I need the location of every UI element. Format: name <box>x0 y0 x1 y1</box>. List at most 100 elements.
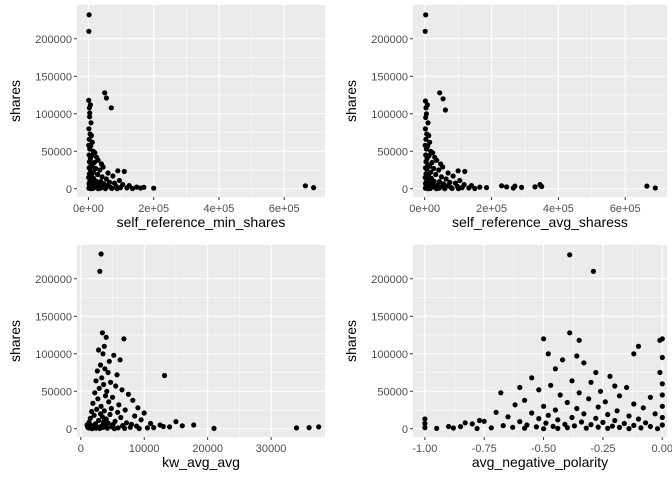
data-point <box>311 185 317 191</box>
data-point <box>87 114 93 120</box>
data-point <box>552 407 559 413</box>
data-point <box>88 132 94 139</box>
data-point <box>581 411 587 417</box>
data-point <box>595 424 601 430</box>
panel-top-right: 0e+00 2e+05 4e+05 6e+05 0 50000 100000 150000 20… <box>343 5 667 230</box>
data-point <box>141 410 147 416</box>
data-point <box>605 425 611 431</box>
data-point <box>607 373 613 379</box>
data-point <box>422 28 428 34</box>
data-point <box>115 168 121 174</box>
data-point <box>576 337 582 343</box>
data-point <box>659 336 665 342</box>
data-point <box>96 347 102 353</box>
data-point <box>103 334 109 340</box>
data-point <box>316 424 322 430</box>
y-tick-label: 50000 <box>377 386 408 398</box>
data-point <box>455 186 462 192</box>
data-point <box>443 176 449 182</box>
data-point <box>481 418 487 424</box>
data-point <box>88 120 94 126</box>
data-point <box>104 388 110 394</box>
data-point <box>97 425 103 431</box>
data-point <box>512 402 518 408</box>
data-point <box>101 343 107 349</box>
data-point <box>148 420 154 427</box>
y-tick-label: 200000 <box>371 274 408 286</box>
data-point <box>581 360 587 366</box>
y-tick-label: 150000 <box>371 71 408 83</box>
y-tick-label: 50000 <box>41 386 72 398</box>
data-point <box>116 402 122 408</box>
data-point <box>654 426 661 432</box>
data-point <box>499 183 505 189</box>
data-point <box>626 413 632 419</box>
data-point <box>302 183 308 189</box>
y-tick-label: 50000 <box>41 146 72 158</box>
data-point <box>457 424 464 430</box>
points-top-left <box>86 12 317 192</box>
data-point <box>108 405 114 412</box>
data-point <box>97 362 104 368</box>
data-point <box>434 425 440 431</box>
data-point <box>94 368 100 374</box>
data-point <box>125 391 131 397</box>
data-point <box>576 390 582 396</box>
data-point <box>423 114 429 121</box>
data-point <box>429 159 435 166</box>
data-point <box>442 186 448 192</box>
x-axis-title: avg_negative_polarity <box>472 454 608 470</box>
data-point <box>96 385 102 391</box>
data-point <box>93 165 99 172</box>
data-point <box>109 394 116 400</box>
data-point <box>483 185 490 191</box>
x-tick-label: 0 <box>78 443 84 455</box>
data-point <box>113 383 119 389</box>
data-point <box>136 425 142 432</box>
data-point <box>602 399 608 405</box>
data-point <box>504 184 510 190</box>
data-point <box>121 336 127 342</box>
data-point <box>106 358 112 364</box>
data-point <box>586 396 592 402</box>
data-point <box>605 411 611 418</box>
data-point <box>118 414 124 421</box>
data-point <box>108 379 114 385</box>
data-point <box>522 397 528 403</box>
data-point <box>612 417 618 424</box>
data-point <box>92 390 98 396</box>
data-point <box>94 406 100 412</box>
x-tick-label: -0.75 <box>472 443 497 455</box>
y-tick-label: 0 <box>66 424 72 436</box>
data-point <box>433 171 439 178</box>
data-point <box>422 126 428 132</box>
data-point <box>510 424 516 430</box>
data-point <box>114 186 120 192</box>
data-point <box>583 425 589 431</box>
data-point <box>173 419 179 425</box>
x-tick-label: 20000 <box>192 443 223 455</box>
data-point <box>469 421 475 427</box>
y-axis-title: shares <box>343 320 359 362</box>
data-point <box>109 185 115 191</box>
data-point <box>545 412 551 418</box>
data-point <box>440 164 446 170</box>
data-point <box>536 387 542 393</box>
data-point <box>557 392 563 398</box>
data-point <box>498 390 504 396</box>
data-point <box>422 425 428 431</box>
data-point <box>106 399 112 405</box>
data-point <box>84 422 90 428</box>
x-tick-label: 6e+05 <box>610 203 641 215</box>
points-top-right <box>422 12 658 192</box>
data-point <box>107 411 113 418</box>
data-point <box>105 369 111 376</box>
data-point <box>89 408 95 415</box>
x-tick-label: 10000 <box>129 443 160 455</box>
data-point <box>624 384 630 391</box>
data-point <box>588 422 594 428</box>
x-tick-label: -0.25 <box>590 443 615 455</box>
data-point <box>652 185 658 191</box>
data-point <box>550 423 556 429</box>
data-point <box>555 425 561 431</box>
